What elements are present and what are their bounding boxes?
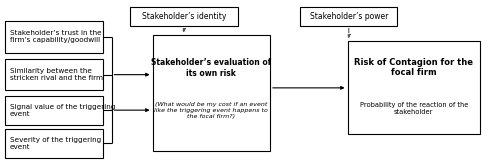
FancyBboxPatch shape (5, 129, 102, 158)
FancyBboxPatch shape (152, 35, 270, 151)
FancyBboxPatch shape (130, 7, 238, 26)
Text: Stakeholder’s power: Stakeholder’s power (310, 12, 388, 21)
Text: (What would be my cost if an event
like the triggering event happens to
the foca: (What would be my cost if an event like … (154, 102, 268, 119)
FancyBboxPatch shape (5, 21, 102, 53)
Text: Severity of the triggering
event: Severity of the triggering event (10, 137, 101, 150)
FancyBboxPatch shape (5, 96, 102, 125)
Text: Probability of the reaction of the
stakeholder: Probability of the reaction of the stake… (360, 102, 468, 115)
Text: Stakeholder’s evaluation of
its own risk: Stakeholder’s evaluation of its own risk (151, 58, 272, 78)
FancyBboxPatch shape (348, 41, 480, 134)
Text: Signal value of the triggering
event: Signal value of the triggering event (10, 104, 116, 117)
Text: Stakeholder’s identity: Stakeholder’s identity (142, 12, 226, 21)
Text: Similarity between the
stricken rival and the firm: Similarity between the stricken rival an… (10, 68, 103, 81)
FancyBboxPatch shape (300, 7, 398, 26)
FancyBboxPatch shape (5, 59, 102, 90)
Text: Risk of Contagion for the
focal firm: Risk of Contagion for the focal firm (354, 58, 473, 77)
Text: Stakeholder’s trust in the
firm’s capability/goodwill: Stakeholder’s trust in the firm’s capabi… (10, 30, 102, 43)
